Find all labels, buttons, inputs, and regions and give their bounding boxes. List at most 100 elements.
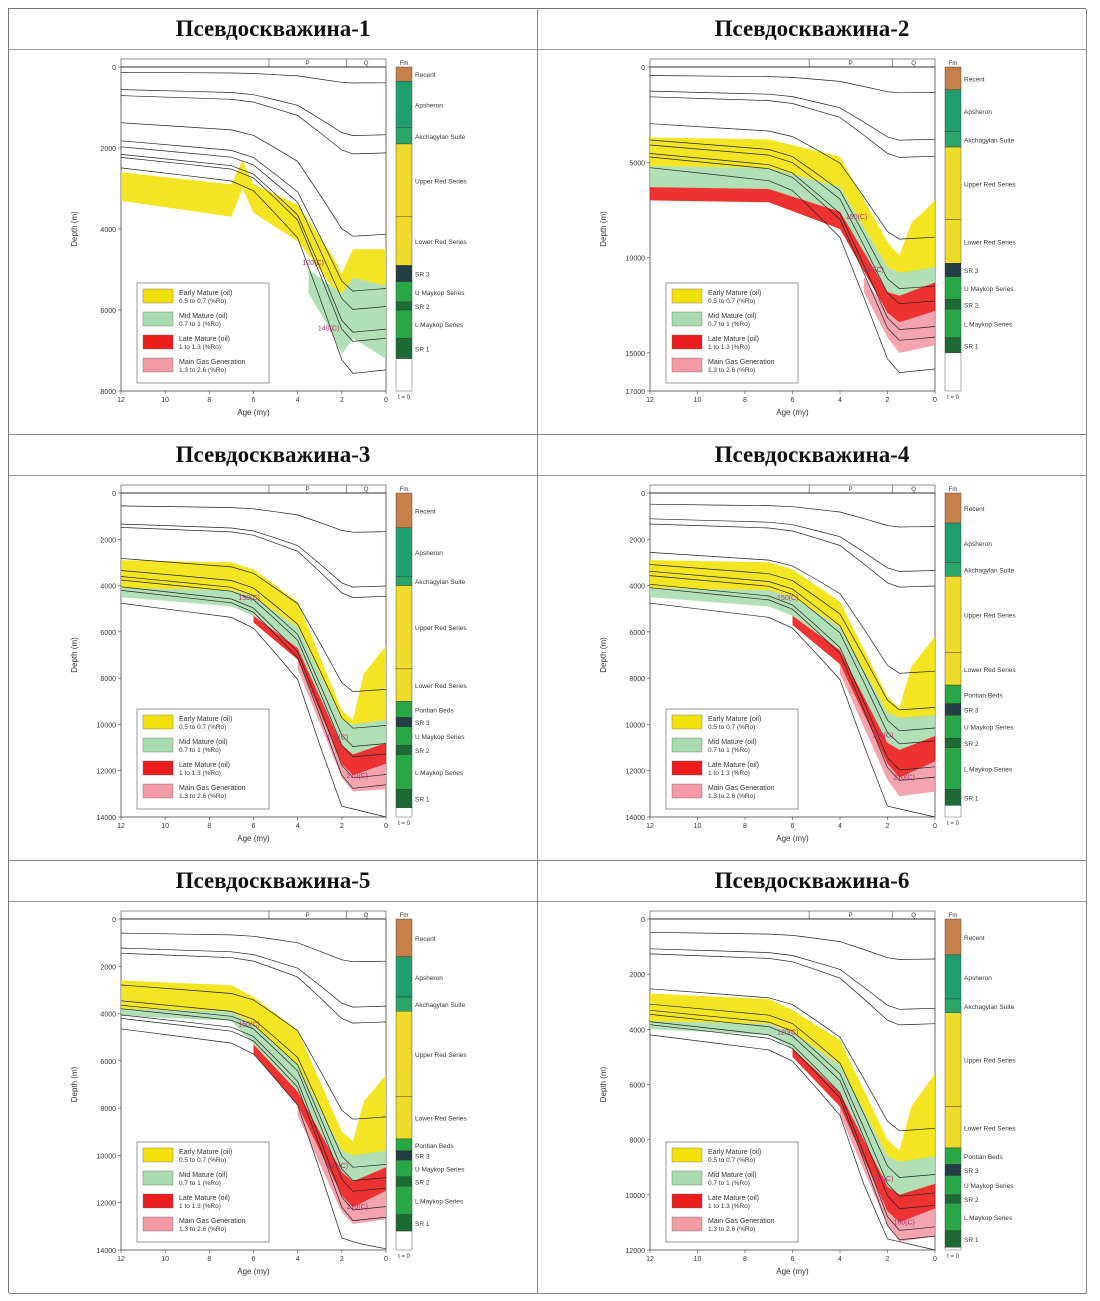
x-tick-label: 10 <box>694 823 702 830</box>
x-tick-label: 8 <box>743 823 747 830</box>
isotherm-label: 180(C) <box>327 735 348 742</box>
band-early-mature-oil <box>650 993 935 1162</box>
burial-curves <box>120 66 387 374</box>
legend: Early Mature (oil)0.5 to 0.7 (%Ro) Mid Ma… <box>665 708 799 810</box>
isotherm-label: 150(C) <box>777 595 798 602</box>
formation-layer <box>395 956 413 998</box>
legend-swatch <box>671 1147 703 1163</box>
formation-layer <box>395 143 413 218</box>
legend-swatch <box>671 1193 703 1209</box>
formation-layer <box>395 281 413 303</box>
period-label: Q <box>364 487 369 493</box>
y-tick-label: 4000 <box>100 227 116 234</box>
period-label: P <box>849 61 853 67</box>
period-label: P <box>849 913 853 919</box>
y-tick-label: 8000 <box>629 1138 645 1145</box>
burial-curve <box>649 931 936 960</box>
formation-label: SR 2 <box>415 304 430 311</box>
legend-label: Mid Mature (oil) <box>179 739 228 746</box>
formation-label: L Maykop Series <box>415 1198 464 1205</box>
burial-curve <box>649 96 936 158</box>
legend-sublabel: 1.3 to 2.6 (%Ro) <box>708 1226 755 1233</box>
formation-label: Apsheron <box>964 109 992 116</box>
x-tick-label: 8 <box>743 397 747 404</box>
band-early-mature-oil <box>650 560 935 720</box>
x-tick-label: 10 <box>694 397 702 404</box>
formation-layer <box>944 263 962 277</box>
formation-layer <box>395 668 413 702</box>
legend: Early Mature (oil)0.5 to 0.7 (%Ro) Mid Ma… <box>665 1141 799 1243</box>
burial-curves <box>649 492 936 818</box>
y-tick-label: 10000 <box>626 1193 646 1200</box>
formation-label: Pontian Beds <box>415 707 454 714</box>
y-tick-label: 2000 <box>629 972 645 979</box>
x-axis-label: Age (my) <box>776 408 809 417</box>
formation-label: Lower Red Series <box>415 1116 467 1123</box>
y-tick-label: 6000 <box>629 1083 645 1090</box>
legend-label: Mid Mature (oil) <box>708 313 757 320</box>
legend-swatch <box>142 1170 174 1186</box>
burial-curve <box>120 589 387 789</box>
legend-swatch <box>671 783 703 799</box>
period-label: Q <box>364 913 369 919</box>
formation-label: Apsheron <box>415 102 443 109</box>
formation-label: Recent <box>415 72 436 79</box>
legend-sublabel: 1.3 to 2.6 (%Ro) <box>179 793 226 800</box>
formation-layer <box>395 1138 413 1151</box>
formation-label: Upper Red Series <box>964 181 1016 188</box>
legend-label: Early Mature (oil) <box>179 1149 232 1156</box>
formation-label: SR 2 <box>964 302 979 309</box>
x-tick-label: 0 <box>384 1256 388 1263</box>
legend-swatch <box>142 288 174 304</box>
x-tick-label: 12 <box>117 823 125 830</box>
well-panel: Псевдоскважина-5 P Q 150(C) 180(C) 210(C) 12 10… <box>9 861 538 1294</box>
x-tick-label: 12 <box>646 1256 654 1263</box>
legend-sublabel: 1.3 to 2.6 (%Ro) <box>708 367 755 374</box>
formation-label: SR 3 <box>415 1153 430 1160</box>
y-tick-label: 12000 <box>97 769 117 776</box>
formation-basement <box>944 805 962 818</box>
legend-label: Mid Mature (oil) <box>708 739 757 746</box>
burial-curve <box>120 952 387 1024</box>
formation-layer <box>395 265 413 282</box>
legend-sublabel: 0.7 to 1 (%Ro) <box>708 1180 750 1187</box>
formation-label: L Maykop Series <box>415 322 464 329</box>
panel-title: Псевдоскважина-2 <box>538 9 1086 50</box>
y-tick-label: 8000 <box>100 1106 116 1113</box>
legend-swatch <box>142 737 174 753</box>
formation-layer <box>944 1202 962 1231</box>
isotherm-labels: 150(C) 180(C) 210(C) <box>777 595 915 782</box>
band-late-mature-oil <box>253 615 386 776</box>
isotherm-label: 150(C) <box>238 1022 259 1029</box>
formation-layer <box>944 998 962 1013</box>
legend-swatch <box>142 783 174 799</box>
y-axis-label: Depth (m) <box>599 1066 608 1102</box>
axes: 12 10 8 6 4 2 0 0 5000 10000 15000 17000 Age (my) Dep… <box>599 65 937 417</box>
burial-curve <box>120 1004 387 1181</box>
formation-layer <box>944 1106 962 1149</box>
legend-swatch <box>142 1216 174 1232</box>
burial-curve <box>649 167 936 373</box>
isotherm-label: 120(C) <box>302 260 323 267</box>
legend-swatch <box>142 1147 174 1163</box>
legend-swatch <box>671 1170 703 1186</box>
legend-label: Early Mature (oil) <box>708 290 761 297</box>
burial-curve <box>120 932 387 963</box>
burial-curve <box>649 988 936 1132</box>
isotherm-labels: 150(C) 180(C) 210(C) <box>238 595 368 780</box>
legend-label: Late Mature (oil) <box>179 762 230 769</box>
formation-column: Fm Recent Apsheron Akchagylan Suite Upper Re… <box>395 61 467 401</box>
formation-label: Recent <box>964 506 985 513</box>
band-late-mature-oil <box>650 187 935 323</box>
legend-label: Main Gas Generation <box>708 785 775 792</box>
isotherm-label: 210(C) <box>893 774 914 781</box>
legend-sublabel: 0.7 to 1 (%Ro) <box>179 321 221 328</box>
formation-layer <box>944 576 962 653</box>
formation-layer <box>395 1214 413 1232</box>
y-tick-label: 0 <box>641 65 645 72</box>
formation-layer <box>944 1230 962 1248</box>
formation-layer <box>395 745 413 755</box>
formation-label: SR 1 <box>964 343 979 350</box>
